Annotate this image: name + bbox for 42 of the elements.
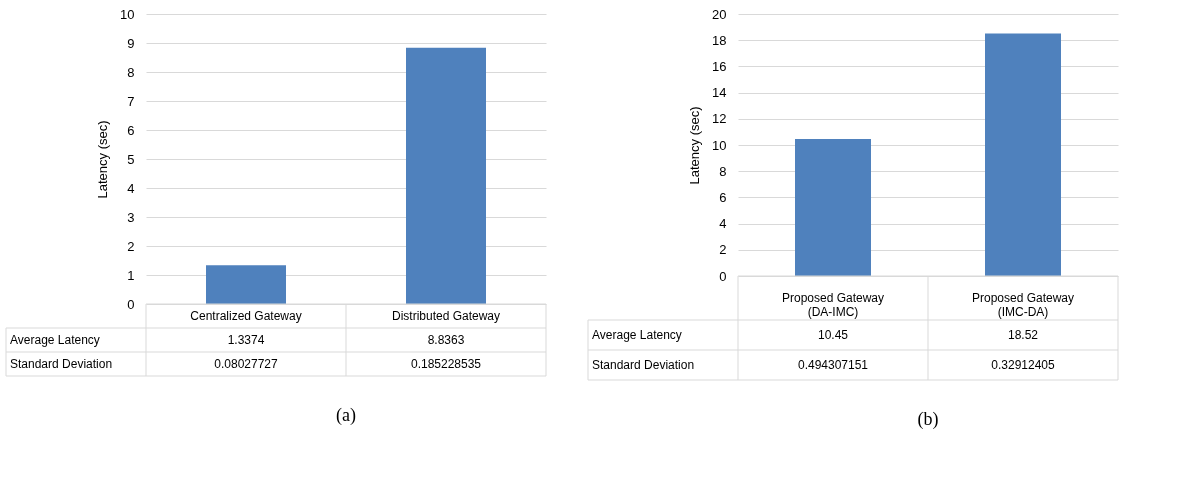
y-tick-label: 0 <box>719 268 727 284</box>
y-tick-label: 9 <box>127 35 135 51</box>
y-tick-label: 0 <box>127 296 135 312</box>
x-tick-label: Centralized Gateway <box>190 309 302 323</box>
y-tick-label: 4 <box>127 180 135 196</box>
y-tick-label: 1 <box>127 267 135 283</box>
y-tick-label: 6 <box>127 122 135 138</box>
data-label: 1.3374 <box>227 333 265 347</box>
text: (b) <box>917 408 939 430</box>
y-tick-label: 8 <box>719 163 727 179</box>
y-tick-label: 6 <box>719 189 727 205</box>
text: 0.494307151 <box>797 358 869 372</box>
y-tick-label: 18 <box>712 32 727 48</box>
y-tick-label: 14 <box>712 85 727 101</box>
text: Standard Deviation <box>10 357 113 371</box>
y-tick-label: 2 <box>127 238 135 254</box>
y-axis-title: Latency (sec) <box>95 120 111 199</box>
text: 0.08027727 <box>214 357 279 371</box>
y-tick-label: 10 <box>120 6 135 22</box>
y-tick-label: 5 <box>127 151 135 167</box>
x-tick-label: Proposed Gateway (DA-IMC) <box>781 291 885 319</box>
data-label: 10.45 <box>817 328 849 342</box>
y-tick-label: 4 <box>719 216 727 232</box>
text: Standard Deviation <box>592 358 695 372</box>
y-tick-label: 12 <box>712 111 727 127</box>
y-tick-label: 10 <box>712 137 727 153</box>
y-tick-label: 7 <box>127 93 135 109</box>
text: Average Latency <box>10 333 100 347</box>
text: 0.32912405 <box>991 358 1056 372</box>
y-tick-label: 8 <box>127 64 135 80</box>
y-tick-label: 20 <box>712 6 727 22</box>
y-tick-label: 3 <box>127 209 135 225</box>
text: 0.185228535 <box>410 357 482 371</box>
y-tick-label: 2 <box>719 242 727 258</box>
text: Average Latency <box>592 328 682 342</box>
data-label: 18.52 <box>1007 328 1039 342</box>
y-tick-label: 16 <box>712 58 727 74</box>
x-tick-label: Distributed Gateway <box>391 309 501 323</box>
x-tick-label: Proposed Gateway (IMC-DA) <box>971 291 1075 319</box>
text: (a) <box>336 404 356 426</box>
data-label: 8.8363 <box>427 333 465 347</box>
y-axis-title: Latency (sec) <box>687 106 703 185</box>
